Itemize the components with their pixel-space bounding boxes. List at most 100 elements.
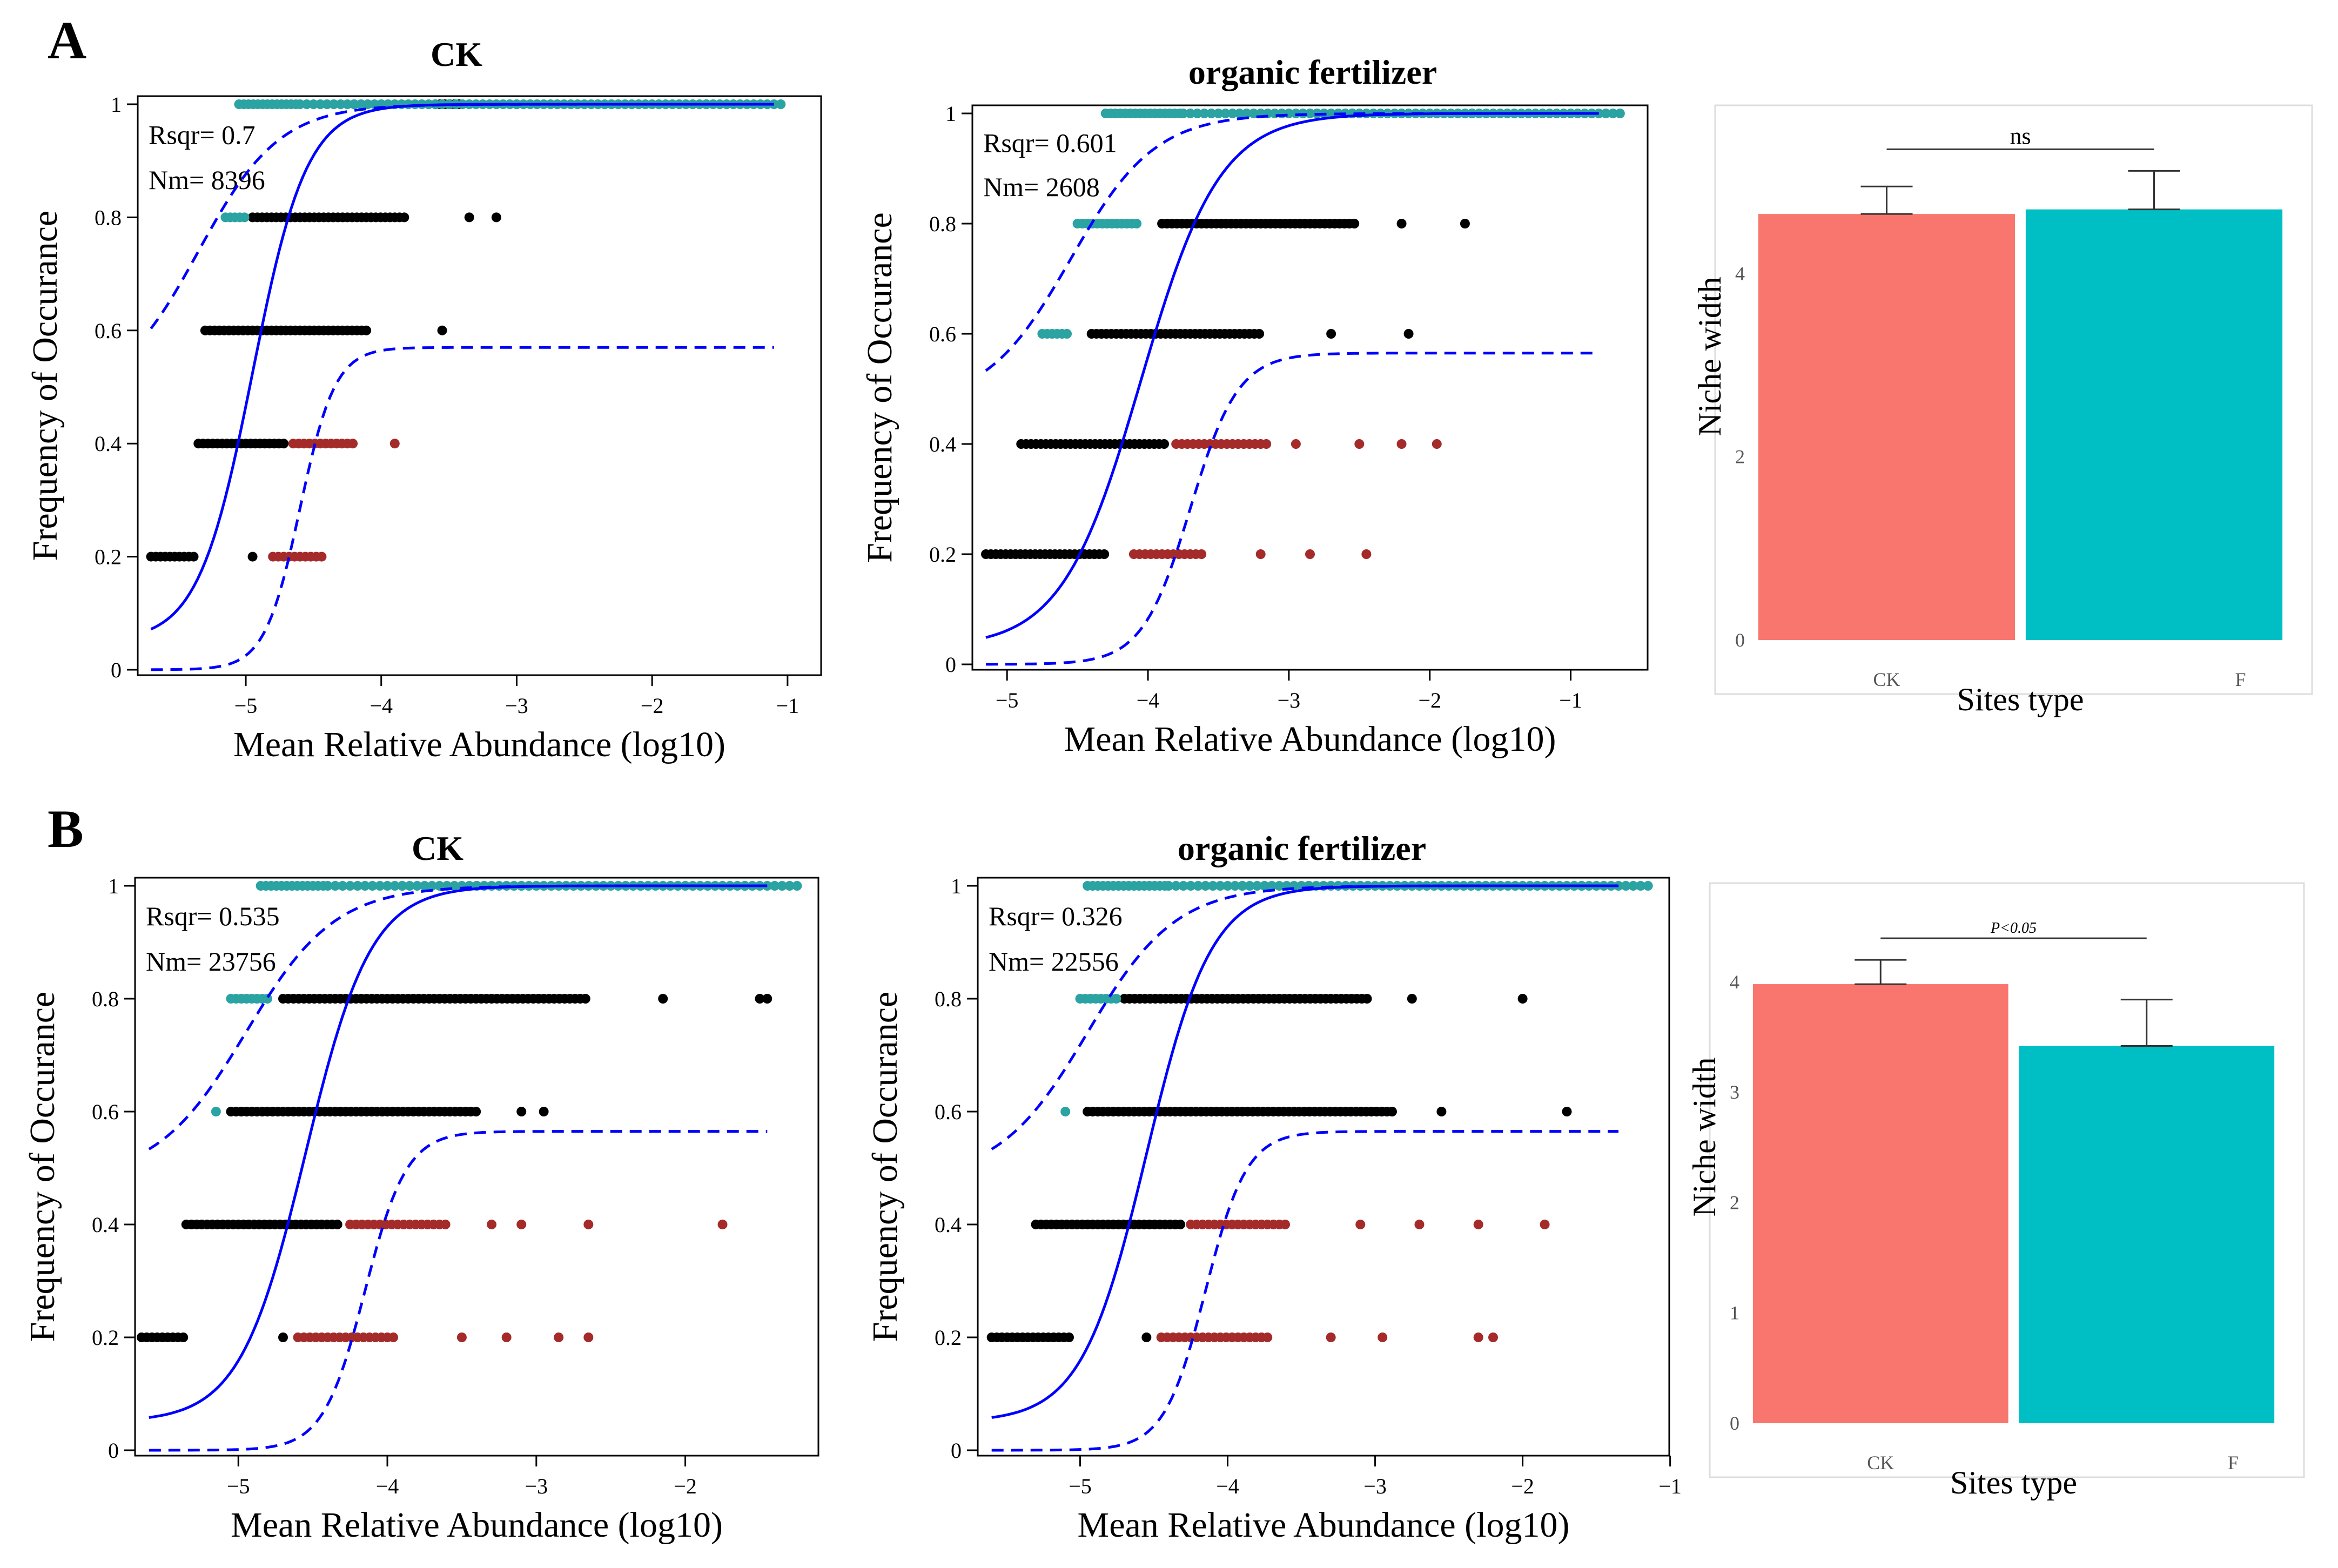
bar-a-bar-category-label: F [2235,669,2246,690]
neutral-b-1-point-black [471,1107,481,1116]
neutral-b-1-point-black [762,994,772,1004]
neutral-b-2-point-red [1473,1333,1483,1342]
neutral-b-2-point-cyan [1200,881,1211,891]
neutral-a-1-point-red [317,551,327,562]
neutral-a-2-ytick-label: 0.6 [929,322,956,346]
bar-b-bar-category-label: F [2228,1452,2239,1473]
neutral-b-2-ytick-label: 1 [951,874,962,898]
neutral-b-1-upper-ci-line [148,884,768,1150]
neutral-b-1-point-cyan [405,881,415,891]
neutral-a-1-ytick-label: 0.4 [95,432,122,456]
neutral-a-1-xtick-label: −2 [641,694,664,718]
neutral-plot-a-1: CK 0 0.2 0.4 0.6 0.8 1 −5 −4 −3 −2 −1 Mean Relative … [25,35,822,764]
neutral-a-2-point-red [1291,439,1301,449]
neutral-b-2-point-red [1473,1220,1483,1229]
neutral-b-2-point-cyan [1245,881,1255,891]
bar-a-bar-y-axis-label: Niche width [1692,277,1728,436]
neutral-a-1-point-cyan [301,99,312,109]
neutral-a-1-point-cyan [356,99,366,109]
neutral-a-2-point-black [1159,439,1170,449]
neutral-a-1-point-cyan [342,99,353,109]
neutral-a-1-upper-ci-line [150,103,774,329]
neutral-b-2-point-black [1064,1333,1074,1342]
neutral-b-1-point-black [658,994,668,1004]
neutral-b-2-point-cyan [1274,881,1285,891]
neutral-a-2-point-red [1354,439,1365,449]
neutral-a-2-ytick-label: 1 [945,102,956,126]
neutral-a-2-point-cyan [1594,109,1604,118]
neutral-b-1-point-red [717,1220,728,1229]
neutral-a-1-plot-frame [137,95,822,676]
neutral-b-2-point-cyan [1193,881,1203,891]
neutral-a-1-point-black [361,325,372,335]
bar-a-bar-ytick: 2 [1735,446,1745,468]
neutral-b-1-point-cyan [352,881,362,891]
bar-b-bar-ytick: 3 [1730,1081,1739,1103]
neutral-a-1-point-black [491,212,501,223]
neutral-b-2-fit-line [991,884,1619,1419]
bar-b-bar-f [2019,1046,2275,1423]
neutral-b-1-point-cyan [330,881,340,891]
neutral-b-2-xtick-label: −3 [1363,1474,1387,1498]
neutral-b-2-xtick-label: −1 [1658,1474,1682,1498]
neutral-a-1-point-black [464,212,474,223]
neutral-b-1-point-cyan [360,881,370,891]
neutral-b-2-point-red [1326,1333,1336,1342]
neutral-a-2-point-black [1396,219,1407,228]
panel-b: B CK 0 0.2 0.4 0.6 0.8 1 −5 −4 −3 −2 Mean Relative A… [23,799,2305,1545]
neutral-a-2-plot-frame [971,104,1649,671]
neutral-a-1-y-axis-label: Frequency of Occurance [25,211,65,561]
bar-b-bar-x-axis-label: Sites type [1950,1465,2077,1500]
neutral-b-1-point-cyan [382,881,393,891]
neutral-b-2-lower-ci-line [991,1130,1619,1452]
neutral-b-1-title: CK [412,829,463,867]
neutral-a-2-point-cyan [1601,109,1611,118]
neutral-b-2-xtick-label: −5 [1069,1474,1092,1498]
neutral-b-1-point-red [583,1220,594,1229]
neutral-b-1-ytick-label: 1 [108,874,119,898]
neutral-a-1-lower-ci-line [151,346,774,671]
neutral-a-2-point-cyan [1220,109,1231,118]
neutral-b-1-point-cyan [375,881,385,891]
neutral-a-1-point-cyan [328,99,339,109]
neutral-b-2-xtick-label: −2 [1511,1474,1534,1498]
neutral-a-2-lower-ci-line [986,352,1599,666]
neutral-b-1-point-cyan [338,881,348,891]
neutral-b-2-point-cyan [1171,881,1181,891]
neutral-b-2-point-cyan [1208,881,1218,891]
neutral-b-1-point-cyan [784,881,795,891]
neutral-a-1-point-cyan [335,99,346,109]
neutral-b-2-point-cyan [1267,881,1277,891]
neutral-b-1-nm-label: Nm= 23756 [146,946,276,977]
neutral-b-2-point-red [1540,1220,1550,1229]
bar-a-bar-category-label: CK [1873,669,1900,690]
neutral-b-2-point-black [1362,994,1372,1004]
neutral-a-2-point-cyan [1227,109,1238,118]
neutral-a-1-ytick-label: 0.2 [95,545,122,569]
neutral-b-2-plot-frame [977,877,1670,1457]
bar-b-bar-ytick: 2 [1730,1192,1739,1213]
bar-a-bar-x-axis-label: Sites type [1957,682,2084,717]
neutral-b-1-point-cyan [323,881,333,891]
neutral-b-2-point-cyan [1215,881,1225,891]
neutral-a-2-rsqr-label: Rsqr= 0.601 [983,127,1117,158]
neutral-a-1-xtick-label: −5 [234,694,258,718]
neutral-a-2-point-red [1361,549,1372,559]
bar-b-bar-ck [1752,984,2008,1423]
neutral-b-1-xtick-label: −5 [227,1474,250,1498]
neutral-a-1-nm-label: Nm= 8396 [149,165,265,195]
neutral-b-1-point-black [516,1107,527,1116]
neutral-b-1-point-cyan [419,881,429,891]
neutral-a-2-point-cyan [1608,109,1618,118]
neutral-b-1-x-axis-label: Mean Relative Abundance (log10) [231,1505,723,1545]
neutral-a-1-point-cyan [322,99,332,109]
neutral-a-2-upper-ci-line [985,112,1599,372]
neutral-a-1-ytick-label: 0 [111,658,122,682]
neutral-a-2-point-cyan [1192,109,1202,118]
neutral-a-1-point-cyan [362,99,373,109]
bar-b-bar-y-axis-label: Niche width [1687,1058,1722,1217]
neutral-a-2-point-cyan [1234,109,1245,118]
neutral-a-1-ytick-label: 0.6 [95,319,122,343]
neutral-a-1-xtick-label: −1 [776,694,800,718]
